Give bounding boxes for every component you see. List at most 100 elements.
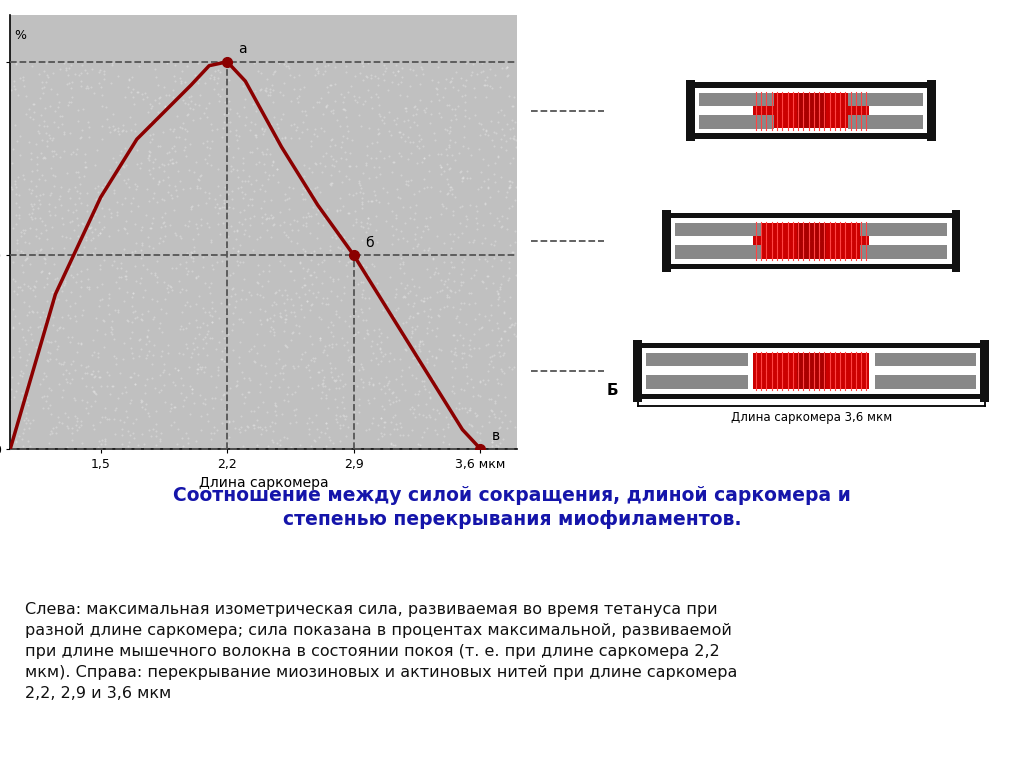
- Point: [203, 249, 219, 262]
- Point: [440, 291, 457, 303]
- Point: [476, 232, 493, 245]
- Point: [483, 238, 500, 250]
- Point: [160, 171, 176, 183]
- Point: [14, 370, 31, 383]
- Point: [141, 335, 158, 347]
- Point: [411, 343, 427, 355]
- Point: [224, 282, 241, 295]
- Point: [165, 124, 181, 137]
- Point: [8, 385, 25, 397]
- Point: [336, 401, 352, 413]
- Point: [296, 159, 312, 171]
- Point: [174, 433, 190, 445]
- Point: [331, 311, 347, 323]
- Point: [58, 78, 75, 91]
- Point: [34, 81, 50, 94]
- Point: [112, 281, 128, 294]
- Point: [381, 394, 397, 407]
- Point: [121, 436, 137, 449]
- Point: [248, 158, 264, 170]
- Point: [85, 384, 101, 397]
- Point: [368, 209, 384, 222]
- Point: [133, 428, 150, 440]
- Point: [155, 174, 171, 186]
- Point: [132, 333, 148, 345]
- Point: [291, 327, 307, 339]
- Point: [360, 393, 377, 406]
- Point: [146, 339, 163, 351]
- Point: [335, 409, 351, 421]
- Point: [415, 409, 431, 421]
- Point: [348, 416, 365, 429]
- Point: [147, 430, 164, 442]
- Point: [376, 110, 392, 123]
- Point: [264, 436, 281, 448]
- Point: [125, 287, 141, 299]
- Point: [188, 298, 205, 310]
- Point: [242, 193, 258, 206]
- Point: [75, 217, 91, 229]
- Point: [271, 87, 288, 99]
- Point: [206, 83, 222, 95]
- Point: [468, 212, 484, 225]
- Point: [350, 393, 367, 406]
- Point: [443, 183, 460, 195]
- Point: [175, 440, 191, 453]
- Point: [413, 335, 429, 347]
- Point: [70, 337, 86, 349]
- Point: [29, 223, 45, 235]
- Point: [417, 292, 433, 304]
- Point: [193, 170, 209, 182]
- Point: [182, 138, 199, 150]
- Point: [218, 208, 234, 220]
- Point: [450, 100, 466, 112]
- Point: [204, 315, 220, 328]
- Point: [96, 411, 113, 423]
- Point: [330, 370, 346, 382]
- Point: [246, 422, 262, 434]
- Point: [457, 402, 473, 414]
- Point: [2, 393, 18, 405]
- Point: [377, 348, 393, 360]
- Point: [423, 108, 439, 120]
- Point: [310, 378, 327, 390]
- Point: [249, 328, 265, 340]
- Point: [68, 147, 84, 160]
- Point: [188, 271, 205, 283]
- Point: [329, 205, 345, 217]
- Point: [282, 69, 298, 81]
- Point: [394, 258, 411, 270]
- Point: [330, 241, 346, 253]
- Point: [162, 219, 178, 232]
- Point: [291, 91, 307, 103]
- Point: [138, 330, 155, 342]
- Point: [383, 437, 399, 449]
- Point: [217, 95, 233, 107]
- Point: [20, 136, 37, 148]
- Point: [96, 64, 113, 77]
- Point: [35, 367, 51, 379]
- Point: [422, 211, 438, 223]
- Point: [305, 189, 322, 201]
- Point: [440, 272, 457, 285]
- Point: [115, 353, 131, 365]
- Point: [377, 64, 393, 77]
- Point: [253, 428, 269, 440]
- Point: [36, 64, 52, 77]
- Point: [348, 213, 365, 225]
- Point: [275, 259, 292, 272]
- Point: [197, 331, 213, 343]
- Point: [87, 222, 103, 235]
- Point: [79, 199, 95, 211]
- Point: [406, 297, 422, 309]
- Point: [336, 235, 352, 248]
- Point: [171, 131, 187, 143]
- Point: [493, 364, 509, 376]
- Point: [276, 132, 293, 144]
- Point: [460, 171, 476, 183]
- Point: [92, 258, 109, 271]
- Point: [237, 443, 253, 455]
- Point: [178, 322, 195, 334]
- Point: [17, 107, 34, 120]
- Point: [197, 393, 213, 405]
